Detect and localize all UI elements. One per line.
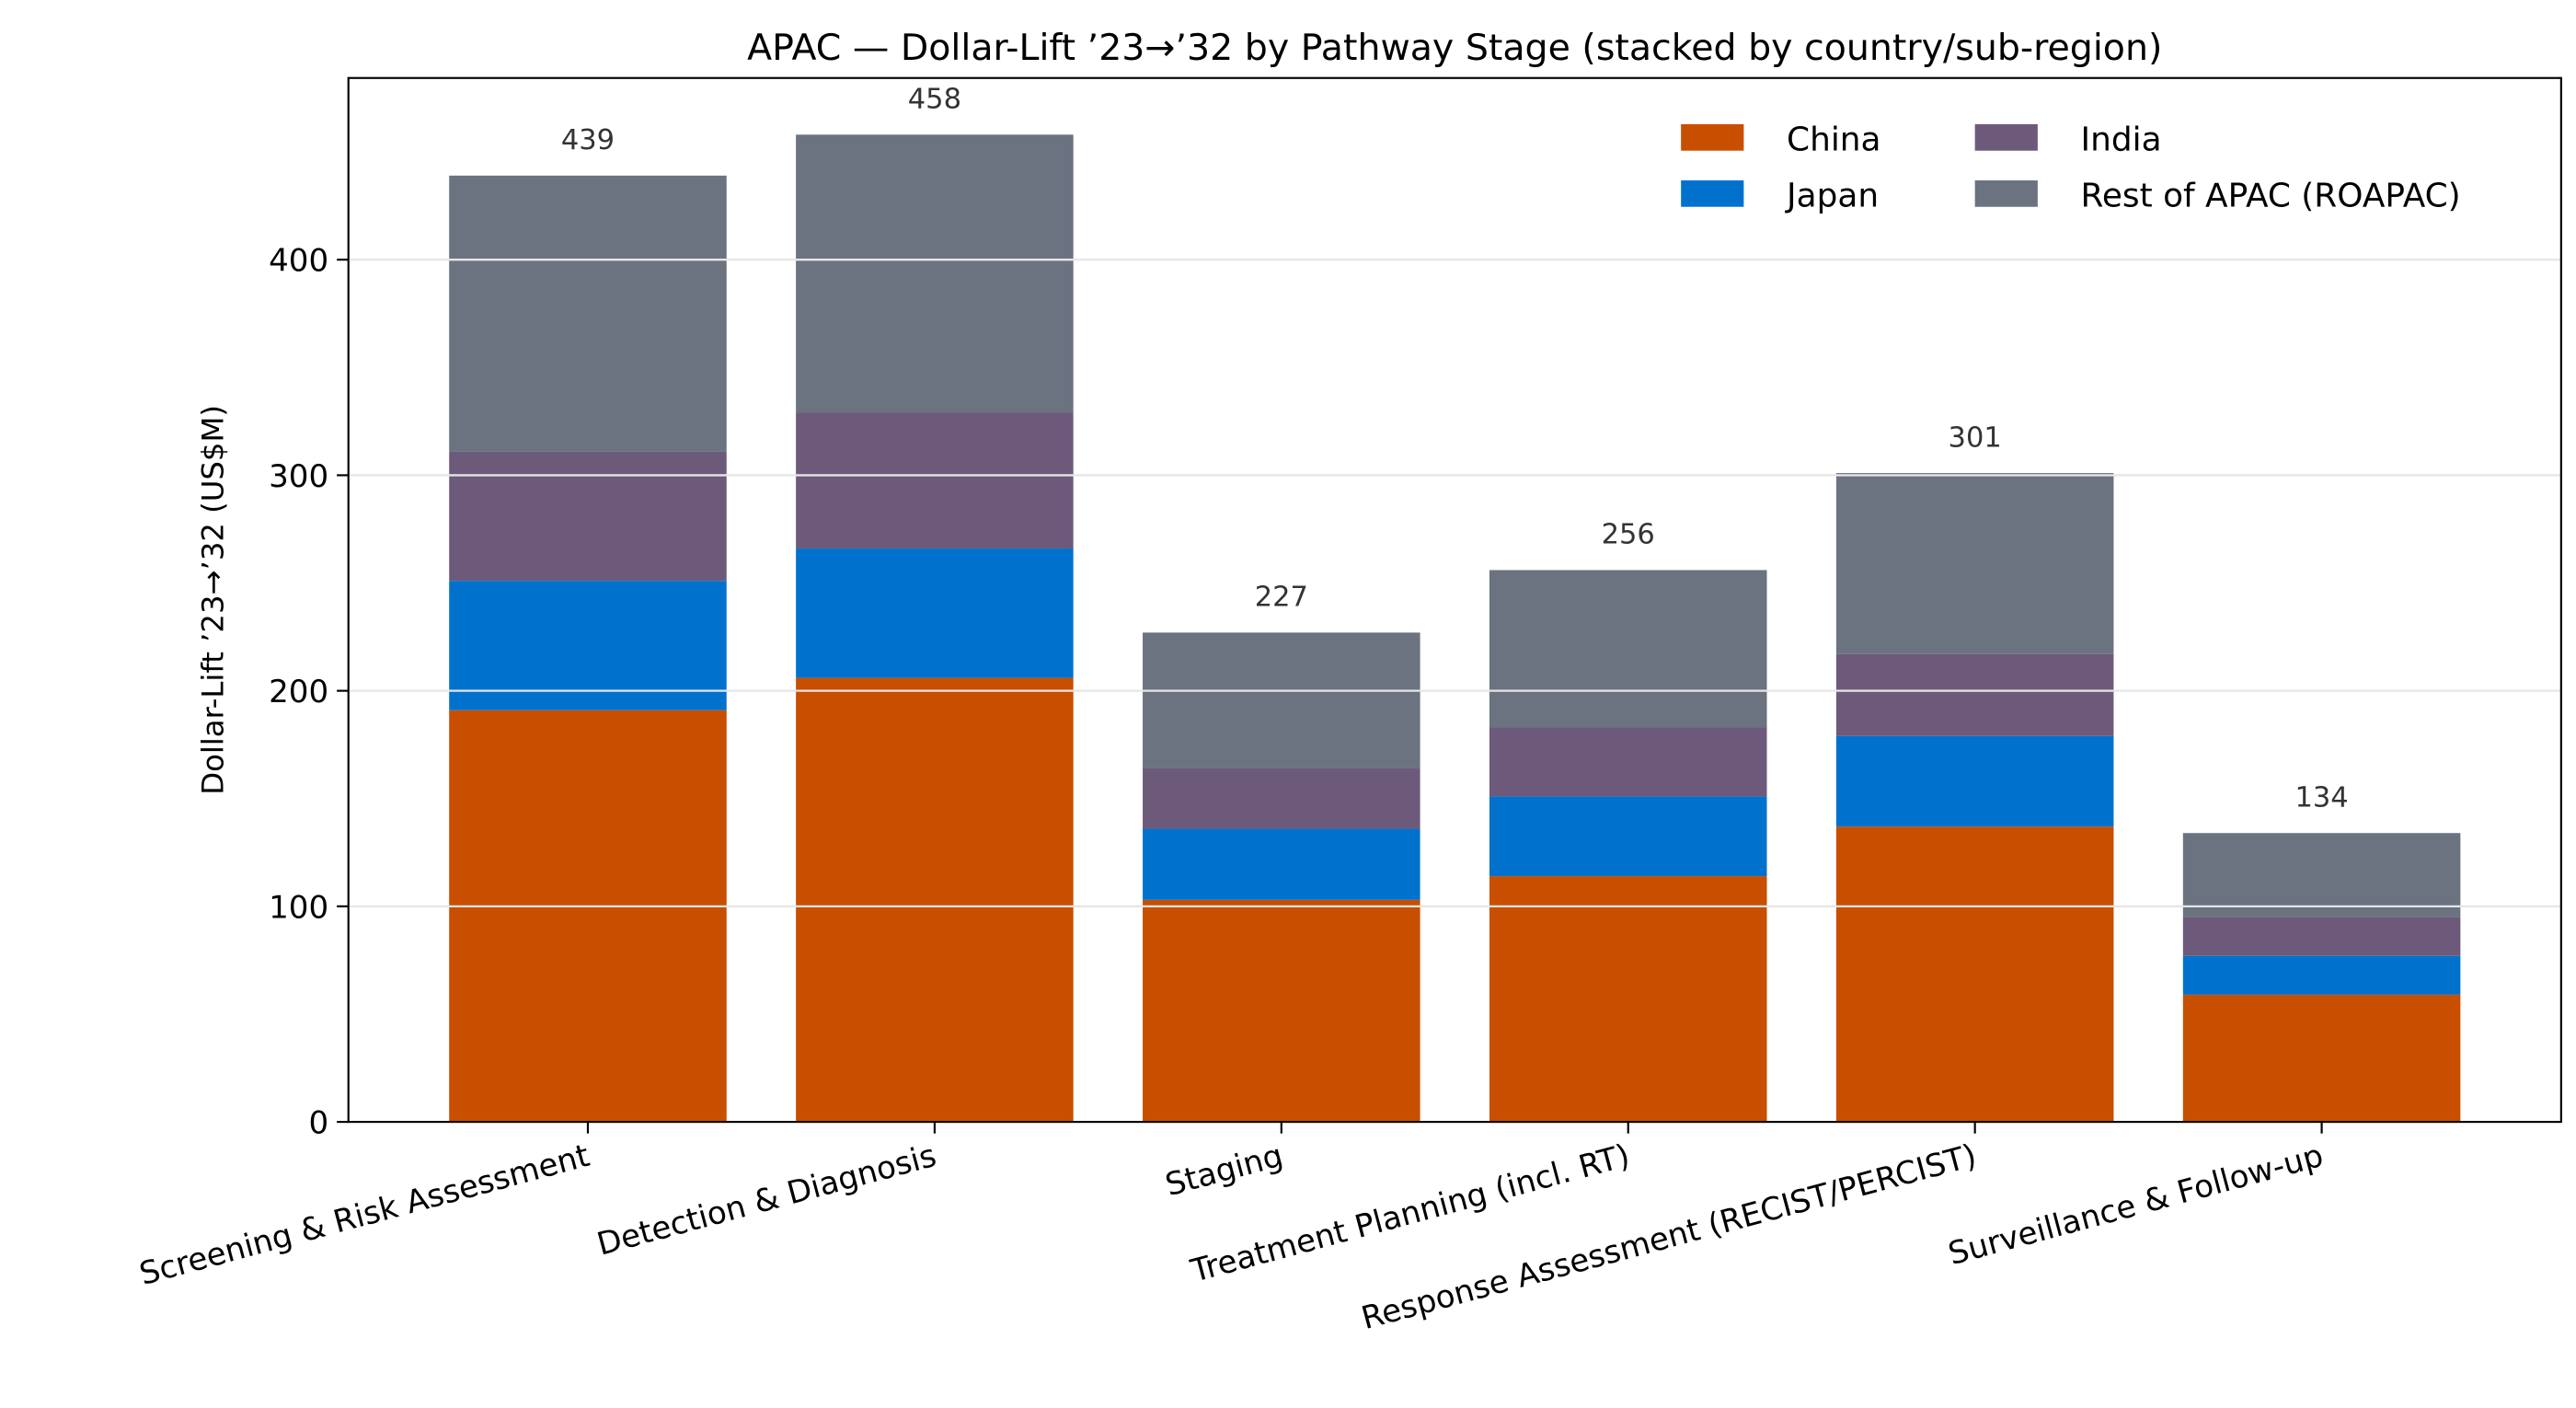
legend-label: Japan [1785,178,1879,215]
plot-frame [347,76,2562,1124]
total-label: 458 [908,84,961,116]
gridlines [348,259,2561,908]
bar-segment-india [449,451,727,582]
total-label: 301 [1949,421,2002,454]
bar-segment-china [796,677,1074,1123]
x-tick-label: Screening & Risk Assessment [136,1137,593,1293]
total-label: 227 [1255,582,1308,614]
bar-segment-rest-of-apac-roapac [796,134,1074,413]
y-tick-label: 300 [269,458,328,495]
x-tick-label: Staging [1162,1137,1287,1204]
bar-segment-japan [449,581,727,710]
y-axis: 0 100 200 300 400 [269,243,349,1142]
total-label: 134 [2294,782,2348,814]
chart-title: APAC — Dollar-Lift ’23→’32 by Pathway St… [747,27,2162,69]
bar-segment-india [1835,653,2114,736]
legend-label: India [2081,121,2162,159]
legend-label: Rest of APAC (ROAPAC) [2081,178,2461,215]
bar-segment-china [2182,994,2461,1123]
bar-segment-japan [1143,828,1420,900]
x-tick-label: Response Assessment (RECIST/PERCIST) [1358,1137,1981,1337]
bar-segment-japan [1489,796,1767,877]
legend-swatch [1974,124,2038,151]
legend-swatch [1681,180,1744,207]
bar-segment-rest-of-apac-roapac [1835,473,2114,654]
bar-segment-china [1143,899,1420,1123]
y-tick-label: 100 [269,889,328,926]
x-tick-label: Surveillance & Follow-up [1945,1137,2328,1273]
legend-label: China [1787,121,1880,159]
y-axis-label: Dollar-Lift ’23→’32 (US$M) [195,405,230,795]
bar-segment-india [2182,917,2461,956]
x-axis: Screening & Risk Assessment Detection & D… [136,1122,2328,1337]
bar-segment-rest-of-apac-roapac [1143,632,1420,768]
total-labels: 439 458 227 256 301 134 [561,84,2349,814]
legend: China India Japan Rest of APAC (ROAPAC) [1681,121,2461,215]
bars-layer [449,134,2461,1123]
bar-segment-rest-of-apac-roapac [1489,570,1767,728]
y-tick-label: 0 [308,1105,328,1142]
bar-segment-japan [796,548,1074,678]
total-label: 439 [561,124,615,156]
bar-segment-india [1489,727,1767,797]
bar-segment-japan [2182,955,2461,995]
bar-segment-china [449,710,727,1123]
bar-segment-china [1835,826,2114,1123]
bar-segment-china [1489,876,1767,1123]
x-tick-label: Detection & Diagnosis [593,1137,940,1264]
bar-segment-india [796,412,1074,549]
y-tick-label: 400 [269,243,328,280]
bar-segment-india [1143,767,1420,829]
bar-segment-japan [1835,735,2114,827]
legend-swatch [1974,180,2038,207]
bar-segment-rest-of-apac-roapac [449,175,727,452]
total-label: 256 [1602,519,1655,551]
y-tick-label: 200 [269,674,328,710]
legend-swatch [1681,124,1744,151]
bar-segment-rest-of-apac-roapac [2182,833,2461,918]
